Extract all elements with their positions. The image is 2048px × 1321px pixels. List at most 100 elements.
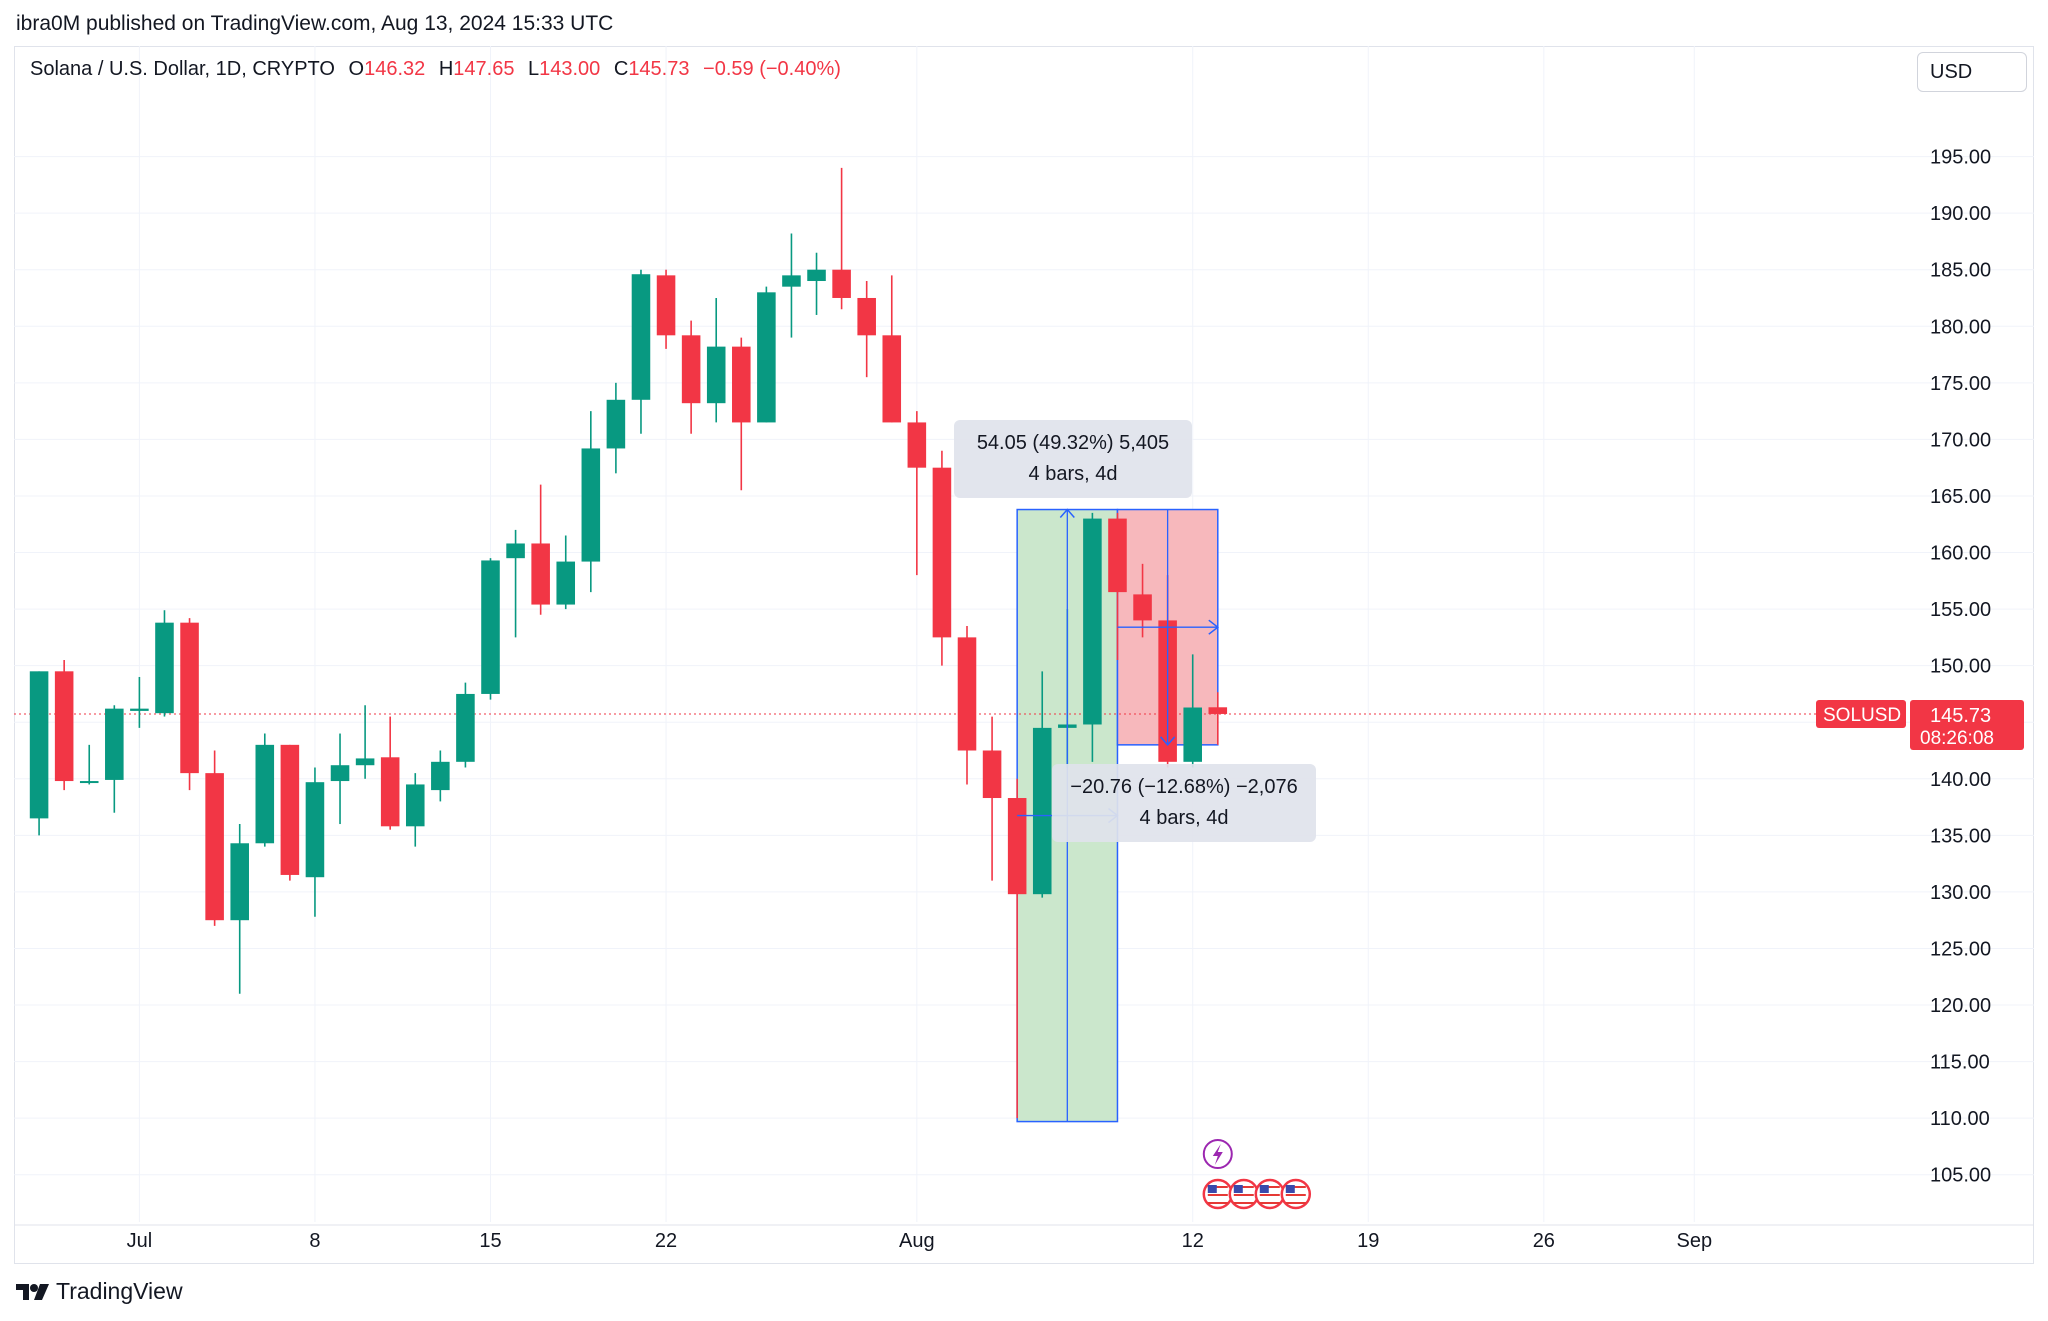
price-tick-label: 185.00 (1930, 260, 1991, 282)
candle[interactable] (957, 626, 977, 785)
high-value: 147.65 (453, 58, 515, 80)
candle[interactable] (581, 411, 601, 593)
flag-stripe (1233, 1202, 1254, 1204)
candle[interactable] (606, 382, 626, 474)
candle[interactable] (857, 281, 876, 378)
candle[interactable] (506, 529, 525, 638)
candle[interactable] (982, 716, 1002, 881)
us-flag-icon[interactable] (1202, 1178, 1234, 1210)
symbol-header[interactable]: Solana / U.S. Dollar, 1D, CRYPTO O146.32… (30, 58, 841, 81)
candle[interactable] (656, 269, 676, 349)
flag-stripe (1285, 1202, 1306, 1204)
event-markers[interactable] (1202, 1139, 1312, 1210)
candle[interactable] (757, 286, 776, 423)
candle[interactable] (932, 450, 952, 666)
candle[interactable] (180, 618, 199, 791)
candle[interactable] (355, 705, 375, 779)
flag-stripe (1259, 1194, 1280, 1196)
candle-body (79, 781, 99, 784)
candle[interactable] (681, 320, 701, 434)
candle[interactable] (556, 535, 576, 610)
candle[interactable] (79, 744, 99, 785)
candle-body (1083, 518, 1102, 725)
flag-stripe (1207, 1190, 1228, 1192)
candle[interactable] (631, 269, 651, 434)
candle[interactable] (29, 671, 49, 836)
lightning-icon-bolt (1212, 1144, 1223, 1165)
time-tick-label: Aug (899, 1230, 935, 1252)
candle[interactable] (380, 716, 400, 830)
candle[interactable] (706, 297, 726, 423)
candle-body (957, 637, 977, 751)
measure-down-change: −20.76 (−12.68%) −2,076 (1070, 776, 1298, 798)
candle-body (1133, 594, 1152, 621)
candle[interactable] (807, 252, 826, 315)
candle[interactable] (280, 744, 300, 881)
candle[interactable] (832, 167, 851, 310)
candle[interactable] (907, 411, 927, 576)
candle[interactable] (1083, 512, 1102, 762)
candle[interactable] (431, 750, 450, 802)
time-axis[interactable]: Jul 8 15 22 Aug 12 19 26 Sep (14, 1224, 2034, 1252)
price-tick-label: 120.00 (1930, 995, 1991, 1017)
candle-body (506, 543, 525, 559)
currency-selector[interactable]: USD (1917, 52, 2027, 92)
flag-stripe (1207, 1198, 1228, 1200)
measure-down-tooltip: −20.76 (−12.68%) −2,076 4 bars, 4d (1052, 764, 1316, 842)
lightning-icon[interactable] (1202, 1139, 1233, 1169)
price-tick-label: 175.00 (1930, 373, 1991, 395)
low-label: L (528, 58, 540, 80)
candle[interactable] (155, 610, 174, 717)
candle-body (105, 708, 124, 780)
candle[interactable] (54, 660, 74, 791)
us-flag-icon[interactable] (1280, 1178, 1312, 1210)
open-value: 146.32 (364, 58, 426, 80)
candle[interactable] (531, 484, 550, 615)
candle[interactable] (782, 233, 801, 338)
tradingview-logo-icon (16, 1283, 49, 1300)
candle[interactable] (456, 682, 475, 768)
candle-body (330, 765, 350, 782)
candle[interactable] (882, 275, 902, 423)
us-flag-icon[interactable] (1254, 1178, 1286, 1210)
price-axis[interactable]: 195.00 190.00 185.00 180.00 175.00 170.00 165.… (1930, 147, 1991, 1187)
candle[interactable] (1108, 512, 1127, 660)
candle[interactable] (1007, 778, 1027, 1119)
candle-body (54, 671, 74, 782)
candle[interactable] (205, 750, 224, 926)
candle[interactable] (732, 337, 751, 491)
candle-body (481, 560, 500, 694)
price-tick-label: 180.00 (1930, 316, 1991, 338)
candle[interactable] (1032, 671, 1052, 898)
candle[interactable] (1208, 692, 1228, 745)
candle[interactable] (305, 767, 325, 917)
candle[interactable] (130, 676, 149, 728)
candle[interactable] (105, 705, 124, 813)
flag-stripe (1207, 1194, 1228, 1196)
candle-body (832, 269, 851, 298)
candle[interactable] (1183, 654, 1202, 768)
candle-body (857, 297, 876, 336)
candle-body (305, 782, 325, 878)
flag-canton (1259, 1185, 1269, 1193)
candle[interactable] (230, 824, 249, 994)
candle-body (1183, 707, 1202, 762)
candle[interactable] (255, 733, 275, 847)
symbol-name: Solana / U.S. Dollar, 1D, CRYPTO (30, 58, 335, 80)
flag-stripe (1233, 1186, 1254, 1188)
candle-body (280, 744, 300, 875)
measure-up-change: 54.05 (49.32%) 5,405 (976, 432, 1170, 454)
candle[interactable] (405, 773, 425, 847)
tradingview-logo[interactable]: TradingView (16, 1278, 183, 1305)
time-tick-label: 8 (309, 1230, 320, 1252)
candle[interactable] (330, 733, 350, 825)
candles[interactable] (29, 167, 1228, 1119)
candle[interactable] (481, 558, 500, 700)
flag-stripe (1285, 1198, 1306, 1200)
us-flag-icon[interactable] (1228, 1178, 1260, 1210)
candle-body (355, 758, 375, 766)
flag-stripe (1233, 1194, 1254, 1196)
candle[interactable] (1133, 563, 1152, 638)
candle-body (556, 561, 576, 605)
